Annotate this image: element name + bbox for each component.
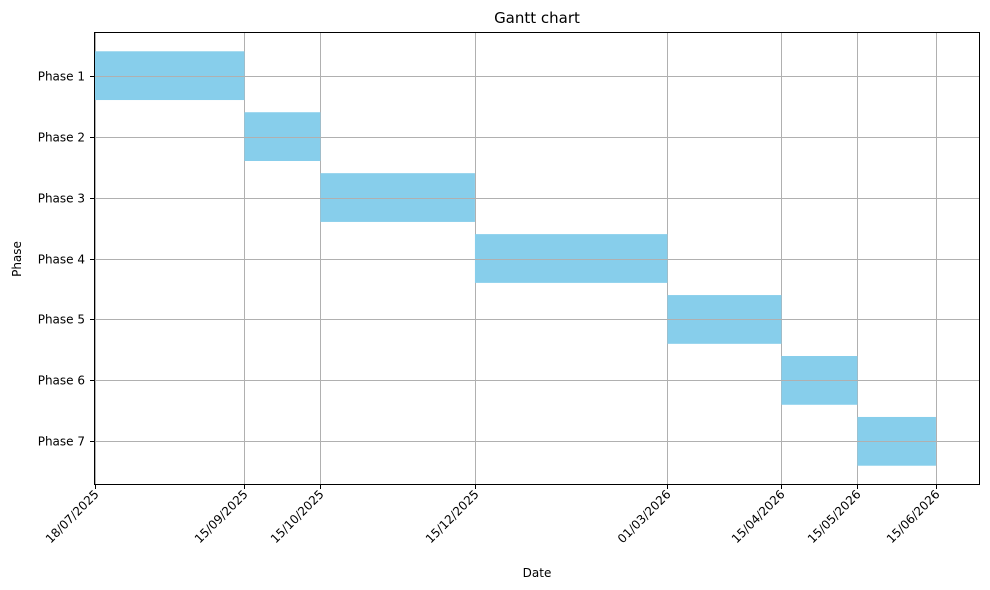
chart-title: Gantt chart (494, 9, 580, 27)
y-tick-label: Phase 4 (38, 253, 85, 267)
gantt-bar (95, 51, 245, 101)
gantt-bar (474, 234, 668, 283)
y-tick-label: Phase 1 (38, 70, 85, 84)
gantt-bar (244, 112, 321, 161)
grid-overlay (95, 76, 979, 442)
grid (95, 33, 937, 484)
y-tick-label: Phase 6 (38, 374, 85, 388)
x-axis-label: Date (523, 566, 552, 580)
plot-frame (94, 32, 980, 485)
gantt-bar (320, 173, 475, 222)
y-tick-label: Phase 5 (38, 313, 85, 327)
y-axis-ticks: Phase 1 Phase 2 Phase 3 Phase 4 Phase 5 Phase… (38, 70, 95, 449)
y-tick-label: Phase 3 (38, 192, 85, 206)
y-tick-label: Phase 7 (38, 435, 85, 449)
y-axis-label: Phase (10, 241, 24, 277)
y-tick-label: Phase 2 (38, 131, 85, 145)
